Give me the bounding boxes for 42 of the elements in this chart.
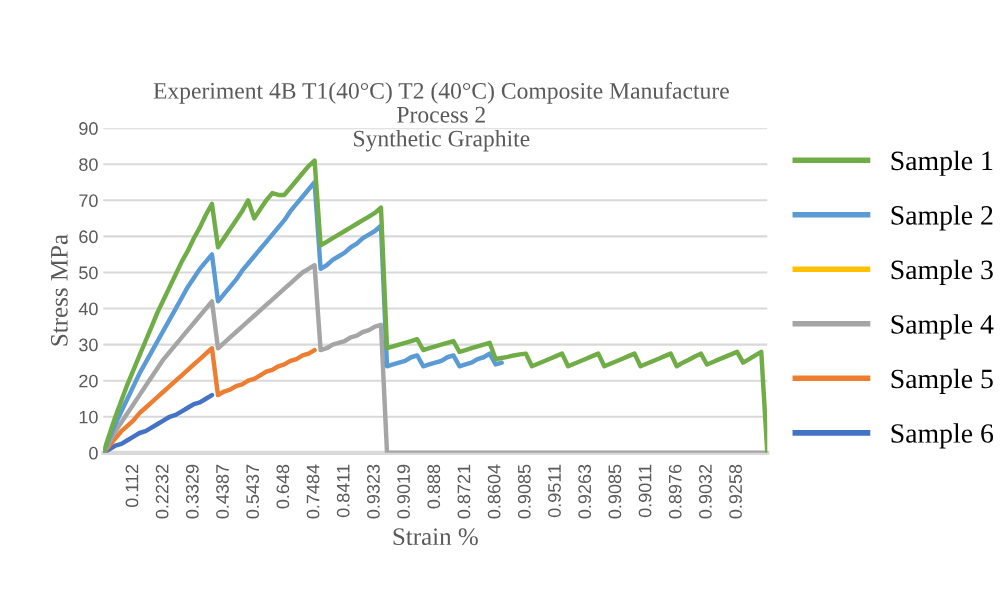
x-tick-label: 0.9323: [367, 464, 380, 519]
legend-label: Sample 2: [891, 205, 993, 231]
x-tick-label: 0.9011: [638, 464, 652, 518]
y-tick-label: 30: [79, 338, 98, 352]
x-tick-label: 0.9019: [397, 464, 410, 519]
x-tick-label: 0.9085: [517, 464, 531, 519]
x-tick-label: 0.8604: [487, 464, 501, 519]
line-series: [103, 158, 768, 453]
x-tick-label: 0.648: [276, 464, 290, 509]
x-tick-label: 0.3329: [185, 464, 199, 519]
x-tick-label: 0.888: [427, 464, 441, 509]
y-tick-label: 70: [79, 194, 98, 208]
legend-label: Sample 3: [891, 259, 993, 285]
x-tick-label: 0.112: [125, 464, 139, 508]
x-tick-label: 0.2232: [155, 464, 169, 519]
x-tick-label: 0.9085: [608, 464, 622, 519]
x-tick-label: 0.8976: [668, 464, 682, 519]
x-axis-title: Strain %: [393, 528, 478, 546]
y-tick-label: 0: [89, 446, 98, 460]
chart-title: Experiment 4B T1(40°C) T2 (40°C) Composite Manufacture Process 2 Synthetic Graphite: [153, 82, 729, 152]
x-tick-label: 0.5437: [246, 464, 260, 519]
y-tick-label: 90: [79, 122, 98, 135]
x-tick-label: 0.9258: [729, 464, 742, 519]
y-tick-label: 20: [79, 374, 98, 388]
y-tick-label: 60: [79, 230, 98, 244]
y-axis-title: Stress MPa: [50, 234, 68, 346]
y-tick-label: 50: [79, 266, 98, 280]
x-tick-label: 0.9032: [698, 464, 712, 519]
legend-label: Sample 1: [891, 150, 993, 176]
legend-label: Sample 5: [891, 368, 993, 394]
y-tick-label: 80: [79, 158, 98, 171]
x-tick-label: 0.7484: [306, 464, 320, 519]
x-tick-label: 0.4387: [216, 464, 229, 519]
y-tick-label: 40: [78, 302, 98, 316]
x-tick-label: 0.9511: [548, 464, 561, 518]
legend-label: Sample 4: [891, 314, 994, 340]
x-tick-label: 0.9263: [578, 464, 592, 519]
x-tick-label: 0.8411: [336, 464, 350, 518]
x-tick-label: 0.8721: [457, 464, 471, 519]
y-tick-label: 10: [79, 410, 98, 424]
legend-label: Sample 6: [891, 423, 994, 449]
line-series: [103, 263, 768, 453]
